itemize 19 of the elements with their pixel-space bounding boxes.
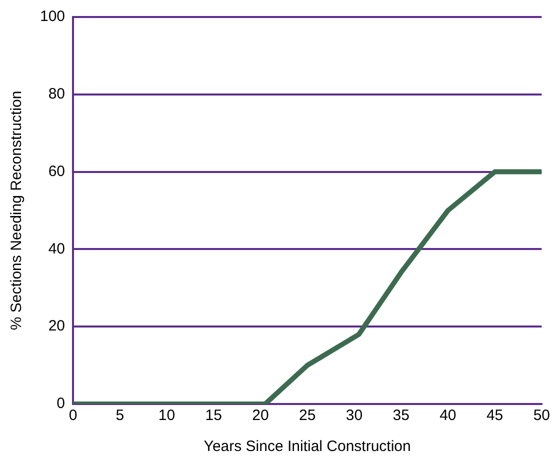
x-tick-label: 0 bbox=[68, 407, 78, 424]
x-tick-label: 30 bbox=[346, 407, 363, 424]
y-tick-label: 60 bbox=[48, 162, 66, 180]
y-tick-label: 80 bbox=[48, 86, 66, 103]
x-tick-label: 45 bbox=[486, 407, 504, 424]
x-tick-label: 25 bbox=[299, 407, 316, 424]
y-tick-label: 20 bbox=[48, 318, 66, 335]
x-tick-label: 35 bbox=[392, 407, 410, 424]
x-tick-label: 10 bbox=[158, 407, 176, 424]
x-tick-label: 15 bbox=[205, 407, 222, 424]
x-axis-title: Years Since Initial Construction bbox=[204, 438, 411, 456]
x-tick-label: 5 bbox=[116, 407, 124, 424]
y-tick-label: 40 bbox=[48, 240, 66, 258]
y-tick-label: 0 bbox=[56, 395, 66, 412]
y-axis-title: % Sections Needing Reconstruction bbox=[8, 90, 26, 330]
x-tick-label: 50 bbox=[533, 407, 550, 424]
x-tick-label: 20 bbox=[252, 407, 269, 424]
x-tick-label: 40 bbox=[440, 407, 456, 424]
y-tick-label: 100 bbox=[40, 8, 66, 26]
